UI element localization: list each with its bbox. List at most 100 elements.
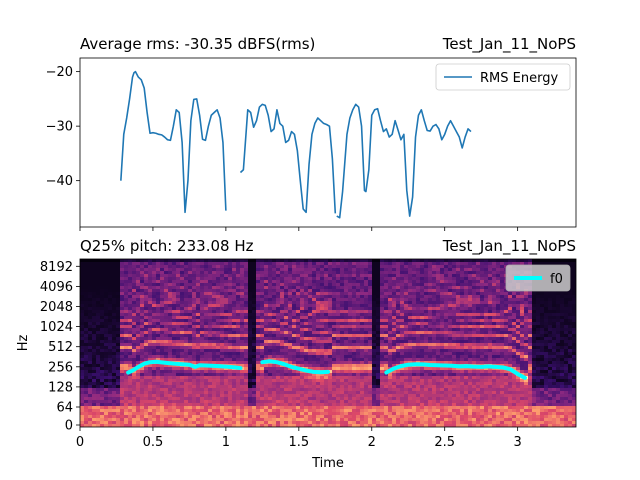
spectrogram-cell (84, 394, 89, 398)
spectrogram-cell (192, 316, 197, 320)
spectrogram-cell (84, 379, 89, 383)
spectrogram-cell (412, 334, 417, 338)
spectrogram-cell (84, 289, 89, 293)
spectrogram-cell (284, 361, 289, 365)
spectrogram-cell (348, 334, 353, 338)
spectrogram-cell (140, 334, 145, 338)
spectrogram-cell (284, 280, 289, 284)
spectrogram-cell (204, 325, 209, 329)
spectrogram-cell (152, 370, 157, 374)
spectrogram-cell (296, 418, 301, 422)
spectrogram-cell (228, 322, 233, 326)
spectrogram-cell (104, 277, 109, 281)
spectrogram-cell (168, 403, 173, 407)
spectrogram-cell (216, 307, 221, 311)
spectrogram-cell (100, 394, 105, 398)
spectrogram-cell (360, 358, 365, 362)
spectrogram-cell (272, 355, 277, 359)
spectrogram-cell (104, 379, 109, 383)
spectrogram-cell (144, 337, 149, 341)
spectrogram-cell (256, 313, 261, 317)
spectrogram-cell (216, 277, 221, 281)
spectrogram-cell (304, 271, 309, 275)
spectrogram-cell (172, 298, 177, 302)
spectrogram-cell (360, 325, 365, 329)
spectrogram-cell (380, 304, 385, 308)
spectrogram-cell (148, 355, 153, 359)
spectrogram-cell (212, 319, 217, 323)
spectrogram-cell (428, 391, 433, 395)
spectrogram-cell (204, 391, 209, 395)
spectrogram-cell (176, 349, 181, 353)
spectrogram-cell (236, 391, 241, 395)
spectrogram-cell (308, 367, 313, 371)
spectrogram-cell (172, 310, 177, 314)
spectrogram-cell (400, 289, 405, 293)
spectrogram-cell (216, 397, 221, 401)
spectrogram-cell (340, 346, 345, 350)
spectrogram-cell (336, 340, 341, 344)
spectrogram-cell (104, 265, 109, 269)
spectrogram-cell (96, 382, 101, 386)
spectrogram-cell (344, 337, 349, 341)
spectrogram-cell (248, 421, 253, 425)
spectrogram-cell (348, 265, 353, 269)
spectrogram-cell (232, 379, 237, 383)
spectrogram-cell (128, 328, 133, 332)
spectrogram-cell (212, 376, 217, 380)
spectrogram-cell (256, 367, 261, 371)
spectrogram-cell (88, 361, 93, 365)
spectrogram-cell (80, 364, 85, 368)
spectrogram-cell (128, 295, 133, 299)
spectrogram-cell (148, 412, 153, 416)
spectrogram-cell (328, 310, 333, 314)
spectrogram-cell (316, 364, 321, 368)
spectrogram-cell (216, 367, 221, 371)
spectrogram-cell (404, 286, 409, 290)
spectrogram-cell (196, 409, 201, 413)
spectrogram-cell (392, 307, 397, 311)
spectrogram-cell (136, 415, 141, 419)
spectrogram-cell (132, 403, 137, 407)
spectrogram-cell (300, 304, 305, 308)
spectrogram-cell (248, 280, 253, 284)
spectrogram-cell (280, 319, 285, 323)
spectrogram-cell (108, 397, 113, 401)
spectrogram-cell (112, 316, 117, 320)
spectrogram-cell (388, 388, 393, 392)
spectrogram-cell (196, 319, 201, 323)
spectrogram-cell (184, 388, 189, 392)
spectrogram-cell (124, 340, 129, 344)
spectrogram-cell (88, 325, 93, 329)
spectrogram-cell (164, 406, 169, 410)
spectrogram-cell (208, 331, 213, 335)
spectrogram-cell (264, 403, 269, 407)
spectrogram-cell (264, 295, 269, 299)
spectrogram-cell (204, 292, 209, 296)
spectrogram-cell (356, 403, 361, 407)
spectrogram-cell (376, 319, 381, 323)
spectrogram-cell (396, 313, 401, 317)
spectrogram-cell (224, 355, 229, 359)
spectrogram-cell (256, 349, 261, 353)
spectrogram-cell (120, 277, 125, 281)
spectrogram-cell (280, 298, 285, 302)
spectrogram-cell (96, 361, 101, 365)
spectrogram-cell (208, 292, 213, 296)
spectrogram-cell (120, 403, 125, 407)
spectrogram-cell (124, 385, 129, 389)
spectrogram-cell (352, 409, 357, 413)
spectrogram-cell (384, 304, 389, 308)
spectrogram-cell (364, 424, 369, 427)
spectrogram-cell (180, 388, 185, 392)
spectrogram-cell (424, 367, 429, 371)
spectrogram-cell (128, 292, 133, 296)
spectrogram-cell (156, 424, 161, 427)
spectrogram-cell (340, 277, 345, 281)
spectrogram-cell (260, 319, 265, 323)
spectrogram-cell (152, 409, 157, 413)
spectrogram-cell (408, 397, 413, 401)
spectrogram-cell (352, 307, 357, 311)
spectrogram-cell (88, 418, 93, 422)
spectrogram-cell (380, 400, 385, 404)
